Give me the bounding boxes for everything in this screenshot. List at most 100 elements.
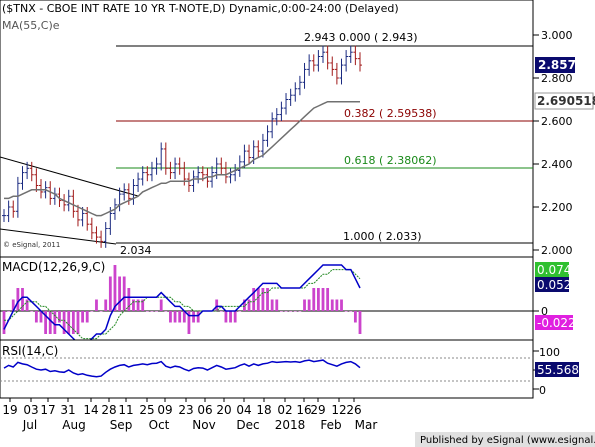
price-bar: [177, 157, 182, 175]
price-bar: [223, 161, 228, 184]
macd-hist-bar: [44, 311, 48, 334]
macd-zero-tick: 0: [541, 305, 548, 318]
macd-hist-bar: [30, 311, 34, 312]
macd-hist-bar: [99, 311, 103, 312]
watermark: © eSignal, 2011: [3, 241, 60, 249]
price-bar: [219, 157, 224, 175]
macd-hist-bar: [330, 299, 334, 311]
macd-hist-bar: [67, 311, 71, 334]
rsi-badge: 55.568: [535, 362, 579, 377]
macd-hist-bar: [192, 311, 195, 323]
macd-hist-bar: [340, 299, 343, 311]
macd-hist-bar: [316, 288, 320, 311]
fib-382-label: 0.382 ( 2.59538): [344, 107, 437, 120]
macd-hist-bar: [122, 276, 126, 311]
ma-legend: MA(55,C)e: [2, 19, 60, 32]
low-label: 2.034: [120, 244, 152, 257]
price-bar: [149, 161, 154, 182]
price-bar: [122, 183, 127, 201]
macd-hist-bar: [62, 311, 66, 334]
macd-hist-bar: [229, 311, 232, 323]
macd-signal-line: [4, 269, 361, 340]
macd-hist-bar: [243, 299, 246, 311]
macd-value: 0.074: [537, 263, 571, 277]
price-bar: [247, 144, 252, 164]
price-bar: [136, 172, 141, 192]
price-bar: [205, 168, 210, 188]
macd-label: MACD(12,26,9,C): [2, 260, 105, 274]
macd-hist-bar: [289, 311, 293, 312]
macd-hist-bar: [270, 299, 274, 311]
macd-hist-bar: [326, 288, 330, 311]
x-month-label: Jul: [22, 418, 37, 432]
price-bar: [293, 82, 298, 102]
x-day-label: 28: [101, 403, 116, 417]
macd-hist-bar: [16, 288, 20, 311]
price-bar: [256, 140, 261, 158]
macd-hist-bar: [178, 311, 182, 323]
fib-618-label: 0.618 ( 2.38062): [344, 154, 437, 167]
x-day-label: 06: [197, 403, 212, 417]
price-bar: [80, 207, 85, 227]
price-tick: 2.600: [541, 115, 573, 128]
ma-line: [4, 100, 360, 217]
macd-hist-bar: [25, 299, 29, 311]
x-day-label: 23: [178, 403, 193, 417]
macd-hist-bar: [284, 311, 288, 312]
price-bar: [168, 161, 173, 180]
price-bar: [99, 230, 104, 248]
price-tick: 2.400: [541, 158, 573, 171]
x-month-label: Oct: [149, 418, 170, 432]
price-tick: 2.000: [541, 244, 573, 257]
macd-hist-bar: [34, 311, 38, 323]
price-bar: [191, 170, 196, 192]
macd-hist-bar: [39, 311, 43, 323]
x-day-label: 09: [157, 403, 172, 417]
macd-hist-bar: [275, 299, 279, 311]
price-bar: [270, 112, 275, 139]
footer-bar: [415, 432, 595, 447]
x-day-label: 25: [139, 403, 154, 417]
footer-credit: Published by eSignal (www.esignal.com): [420, 435, 595, 446]
price-bar: [274, 108, 279, 126]
price-bar: [297, 75, 302, 96]
macd-badge-blue: 0.052: [535, 277, 571, 292]
macd-hist-bar: [312, 288, 316, 311]
x-day-label: 20: [216, 403, 231, 417]
price-bar: [265, 125, 270, 147]
x-month-label: Nov: [192, 418, 215, 432]
macd-line: [3, 264, 361, 344]
rsi-line: [3, 359, 361, 378]
price-bar: [339, 58, 344, 85]
macd-hist-bar: [298, 311, 302, 312]
macd-hist-bar: [127, 288, 131, 311]
macd-hist-bar: [164, 311, 168, 312]
price-bar: [307, 54, 312, 76]
rsi-tick: 0: [539, 384, 546, 397]
chart-title: ($TNX - CBOE INT RATE 10 YR T-NOTE,D) Dy…: [2, 2, 399, 15]
macd-hist-bar: [353, 311, 357, 323]
x-month-label: Feb: [320, 418, 341, 432]
price-bar: [140, 166, 145, 186]
price-bar: [330, 56, 335, 76]
price-bar: [38, 179, 43, 199]
price-bar: [260, 133, 265, 158]
price-bar: [71, 189, 76, 218]
macd-hist-bar: [7, 311, 11, 312]
x-day-label: 18: [256, 403, 271, 417]
x-day-label: 19: [2, 403, 17, 417]
macd-hist-bar: [182, 311, 186, 323]
price-bar: [89, 217, 94, 240]
macd-hist-bar: [108, 276, 112, 311]
macd-hist-bar: [71, 311, 75, 334]
price-bar: [348, 45, 353, 63]
price-bar: [284, 93, 289, 115]
price-bar: [353, 45, 358, 66]
macd-hist-bar: [293, 311, 297, 312]
price-bar: [2, 209, 6, 223]
fib-high-label: 2.943 0.000 ( 2.943): [304, 31, 418, 44]
macd-hist-bar: [196, 311, 200, 323]
macd-hist-bar: [58, 311, 61, 323]
macd-hist-bar: [159, 299, 163, 311]
macd-hist-bar: [335, 299, 339, 311]
